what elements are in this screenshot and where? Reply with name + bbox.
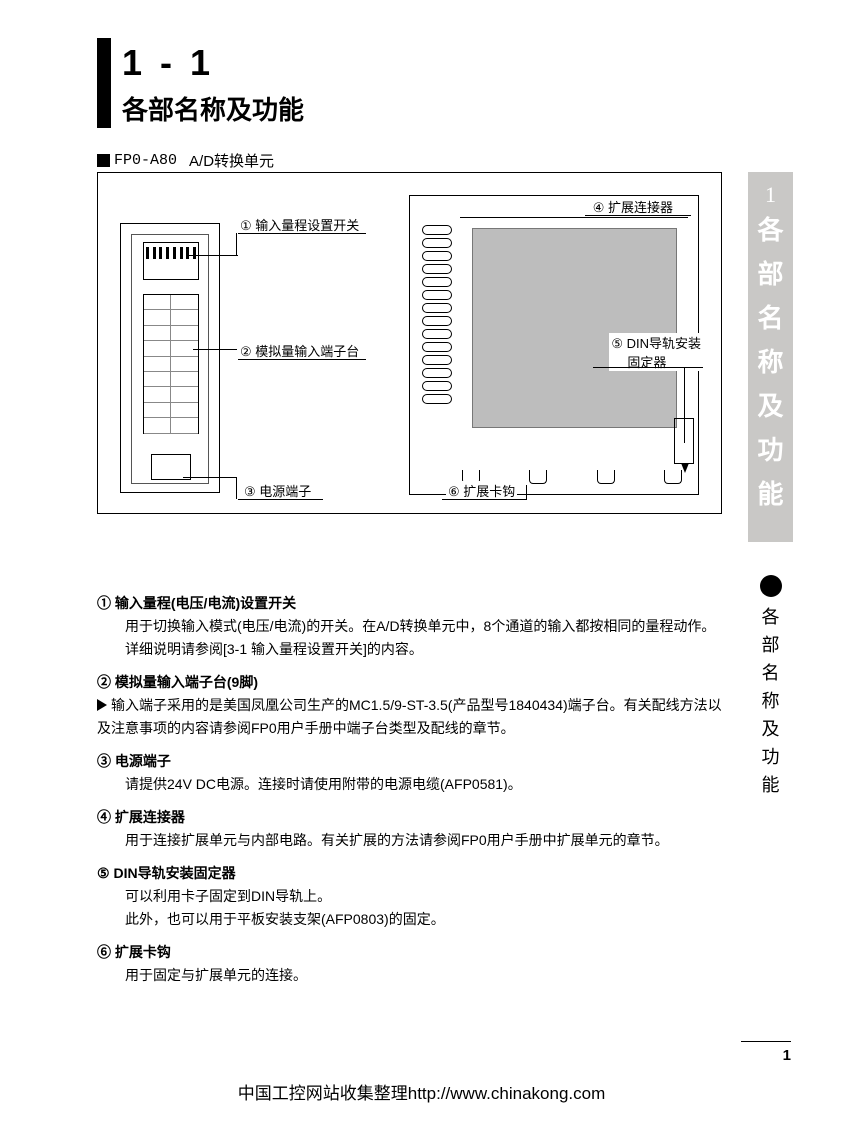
device-front-view	[120, 223, 220, 493]
description-list: ① 输入量程(电压/电流)设置开关 用于切换输入模式(电压/电流)的开关。在A/…	[97, 582, 722, 987]
callout-2: ② 模拟量输入端子台	[238, 341, 361, 360]
callout-6: ⑥ 扩展卡钩	[446, 481, 517, 500]
header-accent-bar	[97, 38, 111, 128]
triangle-bullet-icon	[97, 699, 107, 711]
product-code: FP0-A80	[114, 152, 177, 169]
callout-4: ④ 扩展连接器	[591, 197, 675, 216]
section-number: 1 - 1	[122, 42, 214, 84]
page-number: 1	[783, 1047, 791, 1064]
item-4-head: ④ 扩展连接器	[97, 806, 722, 829]
device-diagram: ① 输入量程设置开关 ② 模拟量输入端子台 ③ 电源端子 ④ 扩展连接器 ⑤ D…	[97, 172, 722, 514]
dip-switch-icon	[143, 242, 199, 280]
product-desc: A/D转换单元	[189, 150, 274, 171]
callout-1: ① 输入量程设置开关	[238, 215, 361, 234]
item-6-head: ⑥ 扩展卡钩	[97, 941, 722, 964]
subheading: FP0-A80 A/D转换单元	[97, 150, 274, 171]
item-4-body: 用于连接扩展单元与内部电路。有关扩展的方法请参阅FP0用户手册中扩展单元的章节。	[97, 829, 722, 852]
footer-text: 中国工控网站收集整理http://www.chinakong.com	[0, 1079, 843, 1104]
item-1-head: ① 输入量程(电压/电流)设置开关	[97, 592, 722, 615]
callout-5: ⑤ DIN导轨安装 固定器	[609, 333, 703, 371]
item-2-head: ② 模拟量输入端子台(9脚)	[97, 671, 722, 694]
section-side-label: 各 部 名 称 及 功 能	[748, 575, 793, 799]
item-2-body: 输入端子采用的是美国凤凰公司生产的MC1.5/9-ST-3.5(产品型号1840…	[97, 694, 722, 740]
chapter-tab-title: 各 部 名 称 及 功 能	[748, 208, 793, 516]
callout-3: ③ 电源端子	[242, 481, 313, 500]
dot-icon	[760, 575, 782, 597]
page-number-rule	[741, 1041, 791, 1042]
chapter-tab-number: 1	[748, 182, 793, 208]
item-3-body: 请提供24V DC电源。连接时请使用附带的电源电缆(AFP0581)。	[97, 773, 722, 796]
item-6-body: 用于固定与扩展单元的连接。	[97, 964, 722, 987]
section-title: 各部名称及功能	[122, 90, 304, 127]
terminal-block-icon	[143, 294, 199, 434]
item-5-body: 可以利用卡子固定到DIN导轨上。 此外，也可以用于平板安装支架(AFP0803)…	[97, 885, 722, 931]
item-3-head: ③ 电源端子	[97, 750, 722, 773]
item-1-body: 用于切换输入模式(电压/电流)的开关。在A/D转换单元中，8个通道的输入都按相同…	[97, 615, 722, 661]
square-bullet-icon	[97, 154, 110, 167]
item-5-head: ⑤ DIN导轨安装固定器	[97, 862, 722, 885]
chapter-tab: 1 各 部 名 称 及 功 能	[748, 172, 793, 542]
